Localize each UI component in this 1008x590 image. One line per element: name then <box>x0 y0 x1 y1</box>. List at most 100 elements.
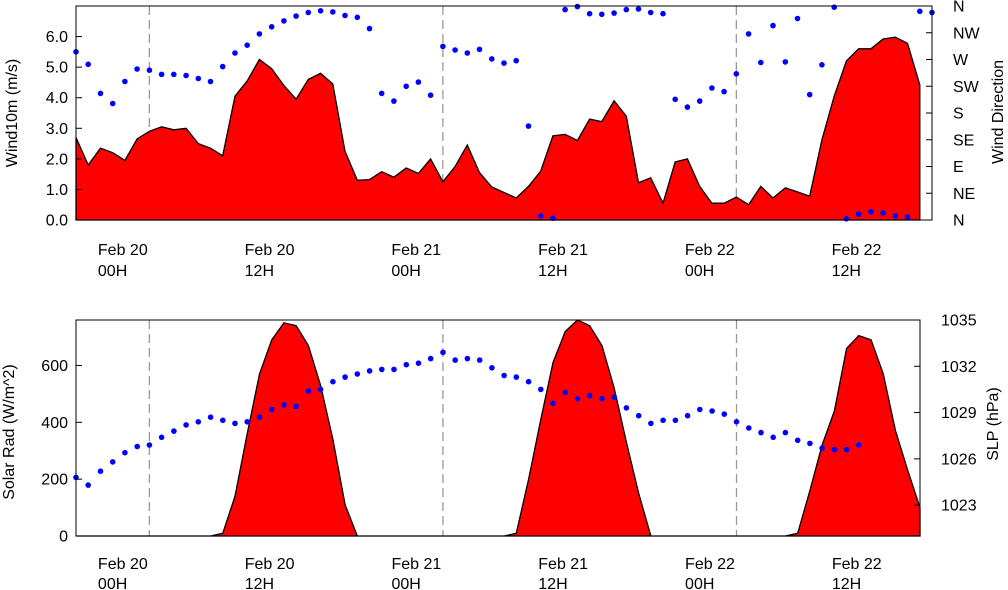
wind-y2-tick-label: NE <box>953 186 975 203</box>
pressure-point <box>146 442 153 448</box>
pressure-point <box>403 361 410 368</box>
pressure-point <box>562 389 569 396</box>
wind-direction-point <box>489 56 495 62</box>
wind-direction-point <box>452 47 458 53</box>
wind-direction-point <box>892 213 899 219</box>
wind-x-tick-label-date: Feb 21 <box>391 242 441 259</box>
pressure-point <box>782 429 789 436</box>
wind-direction-point <box>904 214 911 220</box>
solar-y-tick-label: 600 <box>41 358 68 375</box>
wind-y-tick-label: 2.0 <box>46 151 68 168</box>
wind-direction-point <box>501 60 507 66</box>
pressure-axis-title: SLP (hPa) <box>985 387 1002 461</box>
pressure-point <box>697 406 703 413</box>
pressure-points <box>73 349 862 488</box>
wind-direction-point <box>660 10 666 17</box>
wind-direction-point <box>745 31 752 37</box>
wind-direction-point <box>672 96 678 103</box>
pressure-point <box>366 368 373 374</box>
wind-direction-point <box>219 63 226 70</box>
pressure-point <box>807 440 813 447</box>
pressure-point <box>97 468 104 475</box>
wind-direction-point <box>158 71 165 78</box>
pressure-point <box>244 419 250 425</box>
pressure-point <box>794 437 801 444</box>
pressure-point <box>379 366 385 373</box>
wind-chart: 0.0 1.0 2.0 3.0 4.0 5.0 6.0 N NE E SE S SW W NW N Feb … <box>4 0 1007 280</box>
wind-direction-point <box>855 211 862 217</box>
wind-direction-axis-title: Wind Direction <box>990 60 1007 164</box>
pressure-point <box>856 442 862 448</box>
wind-direction-point <box>366 25 373 32</box>
wind-direction-point <box>378 90 385 97</box>
wind-direction-point <box>97 90 104 97</box>
pressure-point <box>85 482 91 488</box>
wind-direction-axis: N NE E SE S SW W NW N <box>926 0 981 230</box>
wind-x-tick-label-date: Feb 20 <box>245 242 295 259</box>
wind-direction-point <box>684 104 691 110</box>
pressure-point <box>305 388 312 394</box>
wind-direction-point <box>562 6 568 13</box>
wind-direction-point <box>611 10 617 16</box>
solar-x-tick-label-date: Feb 20 <box>245 556 295 573</box>
wind-direction-point <box>330 9 336 15</box>
wind-x-tick-label-date: Feb 22 <box>832 242 882 259</box>
pressure-point <box>611 394 617 400</box>
wind-direction-point <box>305 9 312 16</box>
pressure-point <box>476 357 483 363</box>
pressure-point <box>220 417 226 424</box>
wind-direction-point <box>831 4 837 10</box>
wind-y-tick-label: 5.0 <box>46 60 68 77</box>
pressure-point <box>733 419 740 425</box>
wind-direction-point <box>281 18 287 24</box>
pressure-point <box>452 357 459 363</box>
wind-y-tick-label: 3.0 <box>46 121 68 138</box>
wind-direction-point <box>403 83 410 90</box>
pressure-point <box>293 403 300 410</box>
wind-direction-point <box>476 46 483 53</box>
wind-y-tick-label: 4.0 <box>46 90 68 107</box>
wind-direction-point <box>317 8 324 14</box>
wind-x-tick-label-hour: 12H <box>832 263 861 280</box>
pressure-point <box>574 395 581 402</box>
solar-y-tick-label: 400 <box>41 415 68 432</box>
wind-y2-tick-label: E <box>953 159 964 176</box>
wind-direction-point <box>733 71 740 77</box>
pressure-point <box>501 372 507 379</box>
pressure-point <box>464 355 471 362</box>
solar-y-tick-label: 200 <box>41 472 68 489</box>
wind-y2-tick-label: S <box>953 106 964 123</box>
wind-direction-point <box>342 12 348 19</box>
pressure-point <box>158 434 165 441</box>
pressure-point <box>195 419 202 425</box>
wind-y-tick-label: 6.0 <box>46 29 68 46</box>
wind-x-tick-label-hour: 12H <box>245 263 274 280</box>
wind-direction-point <box>806 91 813 98</box>
wind-y2-tick-label: W <box>953 52 969 69</box>
wind-direction-point <box>134 66 140 72</box>
wind-direction-point <box>574 3 581 10</box>
wind-direction-point <box>513 57 519 64</box>
wind-direction-point <box>758 59 764 66</box>
pressure-point <box>342 374 348 380</box>
pressure-point <box>268 406 275 413</box>
pressure-point <box>207 414 214 421</box>
solar-x-axis: Feb 20 00H Feb 20 12H Feb 21 00H Feb 21 12H Feb … <box>98 556 882 590</box>
solar-x-tick-label-date: Feb 21 <box>538 556 588 573</box>
solar-gridlines <box>148 320 738 536</box>
wind-x-tick-label-date: Feb 20 <box>98 242 148 259</box>
pressure-point <box>819 445 825 451</box>
wind-direction-point <box>427 92 434 98</box>
wind-y-tick-label: 0.0 <box>46 213 68 230</box>
solar-y2-tick-label: 1026 <box>941 451 977 468</box>
solar-x-tick-label-date: Feb 22 <box>685 556 735 573</box>
wind-direction-point <box>293 13 299 19</box>
wind-direction-point <box>819 62 825 68</box>
wind-x-tick-label-hour: 12H <box>538 263 567 280</box>
wind-direction-point <box>794 15 801 22</box>
pressure-point <box>354 371 361 377</box>
pressure-point <box>525 378 532 385</box>
pressure-point <box>721 411 728 417</box>
pressure-point <box>281 402 287 408</box>
